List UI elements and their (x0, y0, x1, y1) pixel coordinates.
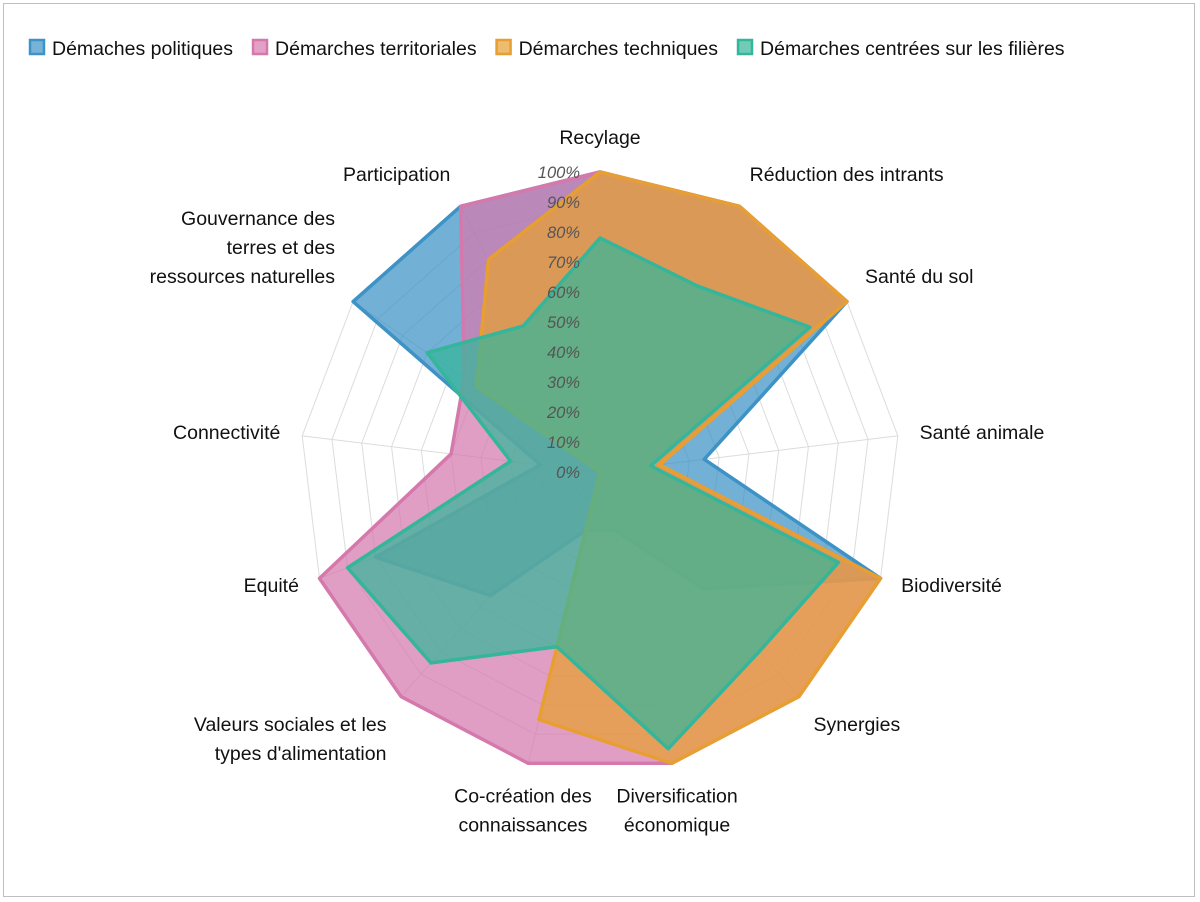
legend-swatch (736, 38, 754, 56)
category-label: Co-création des (454, 786, 592, 808)
tick-label: 60% (547, 284, 580, 302)
category-label: terres et des (227, 237, 336, 259)
category-label: types d'alimentation (215, 743, 387, 765)
category-label: Equité (244, 575, 299, 597)
tick-label: 20% (546, 404, 580, 422)
tick-label: 10% (547, 434, 580, 452)
category-label: économique (624, 815, 730, 837)
category-label: ressources naturelles (150, 266, 336, 288)
tick-label: 0% (556, 464, 580, 482)
legend-swatch (251, 38, 269, 56)
category-label: Réduction des intrants (750, 164, 944, 186)
radar-category-labels: Recylage Réduction des intrants Santé du s… (150, 127, 1045, 837)
legend-swatch (495, 38, 512, 56)
category-label: Connectivité (173, 422, 280, 444)
category-label: connaissances (458, 815, 587, 837)
legend-label: Démaches politiques (52, 38, 233, 60)
tick-label: 90% (547, 194, 580, 212)
legend-label: Démarches techniques (519, 38, 719, 60)
category-label: Synergies (814, 714, 901, 736)
tick-label: 70% (547, 254, 580, 272)
tick-label: 80% (547, 224, 580, 242)
legend: Démaches politiques Démarches territorial… (28, 38, 1065, 60)
category-label: Diversification (616, 786, 737, 808)
legend-label: Démarches territoriales (275, 38, 477, 60)
category-label: Recylage (559, 127, 640, 149)
tick-label: 50% (547, 314, 580, 332)
legend-label: Démarches centrées sur les filières (760, 38, 1065, 60)
series-area-4 (345, 236, 841, 751)
tick-label: 40% (547, 344, 580, 362)
category-label: Biodiversité (901, 575, 1002, 597)
radar-tick-labels: 0% 10% 20% 30% 40% 50% 60% 70% 80% 90% 100% (538, 164, 580, 482)
category-label: Santé du sol (865, 266, 973, 288)
category-label: Santé animale (920, 422, 1045, 444)
legend-swatch (28, 38, 46, 56)
tick-label: 100% (538, 164, 580, 182)
category-label: Gouvernance des (181, 208, 335, 230)
radar-series (317, 170, 883, 766)
category-label: Participation (343, 164, 450, 186)
category-label: Valeurs sociales et les (194, 714, 387, 736)
tick-label: 30% (547, 374, 580, 392)
